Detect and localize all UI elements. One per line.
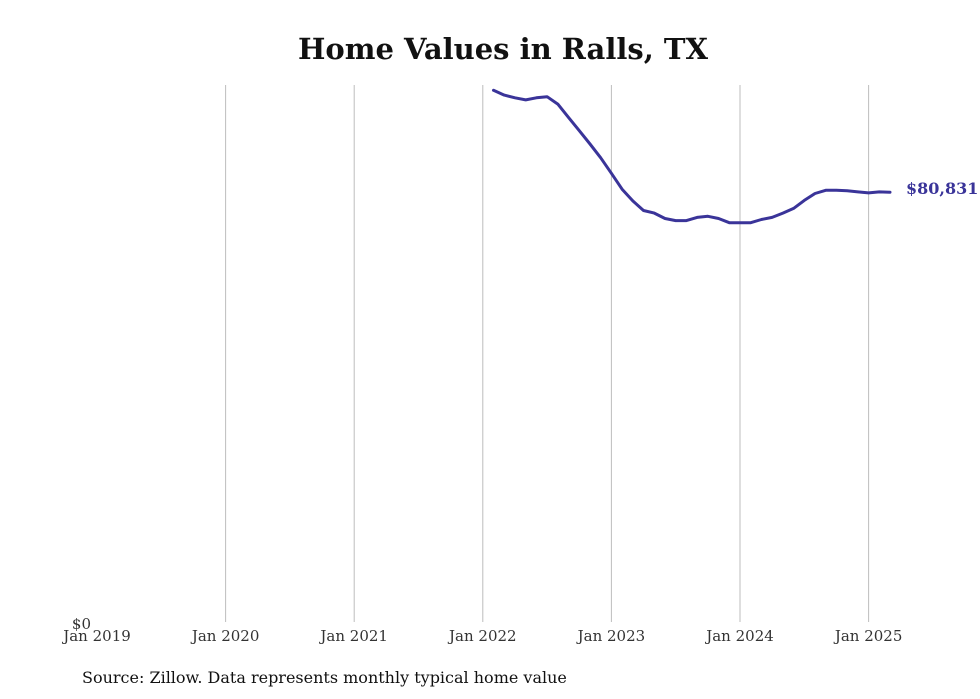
x-tick-label: Jan 2022	[447, 627, 517, 645]
x-tick-label: Jan 2025	[833, 627, 903, 645]
x-tick-label: Jan 2020	[190, 627, 260, 645]
y-tick-label: $0	[72, 615, 91, 633]
x-axis-tick-labels: Jan 2019 Jan 2020 Jan 2021 Jan 2022 Jan 2023…	[61, 627, 902, 645]
x-tick-label: Jan 2023	[576, 627, 646, 645]
home-value-line	[492, 88, 892, 225]
chart-title: Home Values in Ralls, TX	[298, 32, 708, 66]
gridlines	[225, 85, 870, 622]
y-axis-tick-labels: $0	[72, 615, 91, 633]
x-tick-label: Jan 2021	[318, 627, 388, 645]
x-tick-label: Jan 2019	[61, 627, 131, 645]
end-value-label: $80,831	[906, 179, 978, 198]
x-tick-label: Jan 2024	[704, 627, 774, 645]
source-note: Source: Zillow. Data represents monthly …	[82, 668, 567, 687]
